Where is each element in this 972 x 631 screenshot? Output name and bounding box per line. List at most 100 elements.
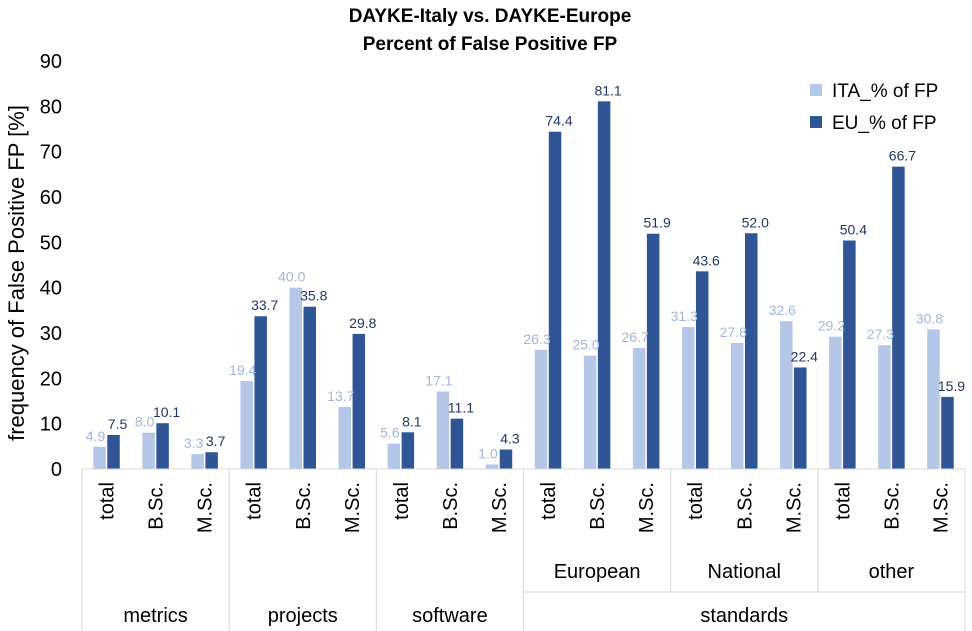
data-label-ita: 31.3 (671, 308, 698, 324)
legend-label-ita: ITA_% of FP (832, 81, 938, 102)
bar-eu (352, 333, 366, 469)
bar-ita (583, 355, 597, 469)
x-subgroup-label: European (554, 561, 641, 583)
y-tick-label: 70 (40, 142, 62, 164)
bar-ita (289, 287, 302, 469)
y-tick-label: 80 (40, 96, 62, 118)
bar-eu (892, 166, 905, 470)
data-label-ita: 32.6 (769, 302, 796, 318)
y-axis-ticks: 0 10 20 30 40 50 60 70 80 90 (40, 51, 62, 481)
data-label-eu: 8.1 (402, 413, 422, 429)
chart-subtitle: Percent of False Positive FP (363, 34, 618, 55)
chart-title: DAYKE-Italy vs. DAYKE-Europe (349, 6, 632, 27)
x-tick-label: total (244, 482, 266, 520)
data-label-eu: 35.8 (300, 288, 327, 304)
x-axis: total B.Sc. M.Sc. total B.Sc. M.Sc. total B.Sc.… (81, 468, 966, 631)
data-label-eu: 29.8 (349, 315, 376, 331)
x-tick-label: B.Sc. (440, 482, 462, 530)
data-label-ita: 30.8 (916, 310, 943, 326)
x-tick-label: B.Sc. (293, 482, 315, 530)
y-tick-label: 90 (40, 51, 62, 73)
bar-ita (731, 342, 744, 469)
bar-ita (927, 329, 940, 469)
data-label-ita: 27.3 (867, 326, 894, 342)
bar-ita (436, 391, 450, 469)
x-tick-label: M.Sc. (195, 482, 217, 533)
bar-ita (878, 345, 891, 469)
data-label-ita: 29.2 (818, 318, 845, 334)
data-label-ita: 26.3 (523, 331, 550, 347)
data-label-ita: 25.0 (572, 337, 599, 353)
x-tick-label: M.Sc. (489, 482, 511, 533)
data-label-eu: 15.9 (938, 378, 965, 394)
bar-eu (843, 240, 856, 469)
x-tick-label: total (538, 482, 560, 520)
bar-ita (387, 443, 401, 469)
y-tick-label: 50 (40, 232, 62, 254)
legend: ITA_% of FP EU_% of FP (810, 81, 938, 134)
y-tick-label: 0 (51, 459, 62, 481)
bar-ita (829, 336, 842, 469)
bar-eu (548, 131, 562, 469)
data-label-eu: 7.5 (108, 416, 128, 432)
bar-ita (485, 464, 499, 469)
legend-swatch-ita (810, 84, 822, 96)
x-tick-label: B.Sc. (146, 482, 168, 530)
bar-eu (205, 452, 218, 469)
data-label-eu: 11.1 (448, 400, 474, 416)
data-label-eu: 52.0 (742, 214, 769, 230)
data-label-ita: 17.1 (425, 372, 452, 388)
x-tick-label: M.Sc. (930, 482, 952, 533)
bar-ita (191, 454, 204, 469)
bar-eu (695, 271, 709, 469)
y-tick-label: 60 (40, 187, 62, 209)
data-label-eu: 81.1 (594, 82, 621, 98)
x-tick-label: total (97, 482, 119, 520)
x-tick-label: B.Sc. (881, 482, 903, 530)
legend-label-eu: EU_% of FP (832, 113, 937, 134)
bar-eu (646, 233, 660, 469)
bar-eu (745, 233, 758, 469)
x-tick-label: M.Sc. (636, 482, 658, 533)
bar-eu (941, 396, 954, 469)
x-tick-label: B.Sc. (734, 482, 756, 530)
bar-eu (597, 101, 611, 469)
x-tick-label: total (832, 482, 854, 520)
data-label-eu: 66.7 (889, 148, 916, 164)
bar-ita (681, 327, 695, 469)
data-label-eu: 22.4 (791, 348, 818, 364)
data-label-ita: 1.0 (478, 445, 498, 461)
y-tick-label: 30 (40, 323, 62, 345)
data-label-eu: 43.6 (693, 252, 720, 268)
x-tick-label: total (391, 482, 413, 520)
data-label-ita: 13.7 (327, 388, 354, 404)
bar-ita (780, 321, 793, 469)
data-label-eu: 50.4 (840, 222, 867, 238)
data-labels: 4.97.5 8.010.13.3 3.7 19.4 33.740.0 35.8 13.7 2… (86, 82, 966, 461)
bar-eu (499, 449, 513, 469)
data-label-eu: 3.7 (206, 433, 226, 449)
bar-eu (303, 306, 316, 469)
x-subgroup-label: other (869, 561, 915, 583)
bar-eu (794, 367, 807, 469)
x-tick-label: B.Sc. (587, 482, 609, 530)
x-tick-label: M.Sc. (342, 482, 364, 533)
bar-ita (142, 432, 155, 469)
data-label-ita: 3.3 (184, 435, 204, 451)
data-label-ita: 26.7 (622, 329, 649, 345)
x-tick-label: M.Sc. (783, 482, 805, 533)
bar-ita (534, 349, 548, 469)
data-label-ita: 40.0 (278, 269, 305, 285)
bar-ita (240, 381, 253, 469)
x-subgroup-label: National (708, 561, 781, 583)
bar-eu (401, 432, 415, 469)
y-tick-label: 40 (40, 278, 62, 300)
x-group-label: standards (700, 605, 788, 627)
data-label-eu: 74.4 (545, 113, 572, 129)
data-label-eu: 33.7 (251, 297, 278, 313)
data-label-ita: 4.9 (86, 428, 106, 444)
y-tick-label: 20 (40, 368, 62, 390)
bar-ita (93, 446, 106, 469)
bar-eu (107, 435, 120, 469)
data-label-eu: 51.9 (644, 215, 671, 231)
